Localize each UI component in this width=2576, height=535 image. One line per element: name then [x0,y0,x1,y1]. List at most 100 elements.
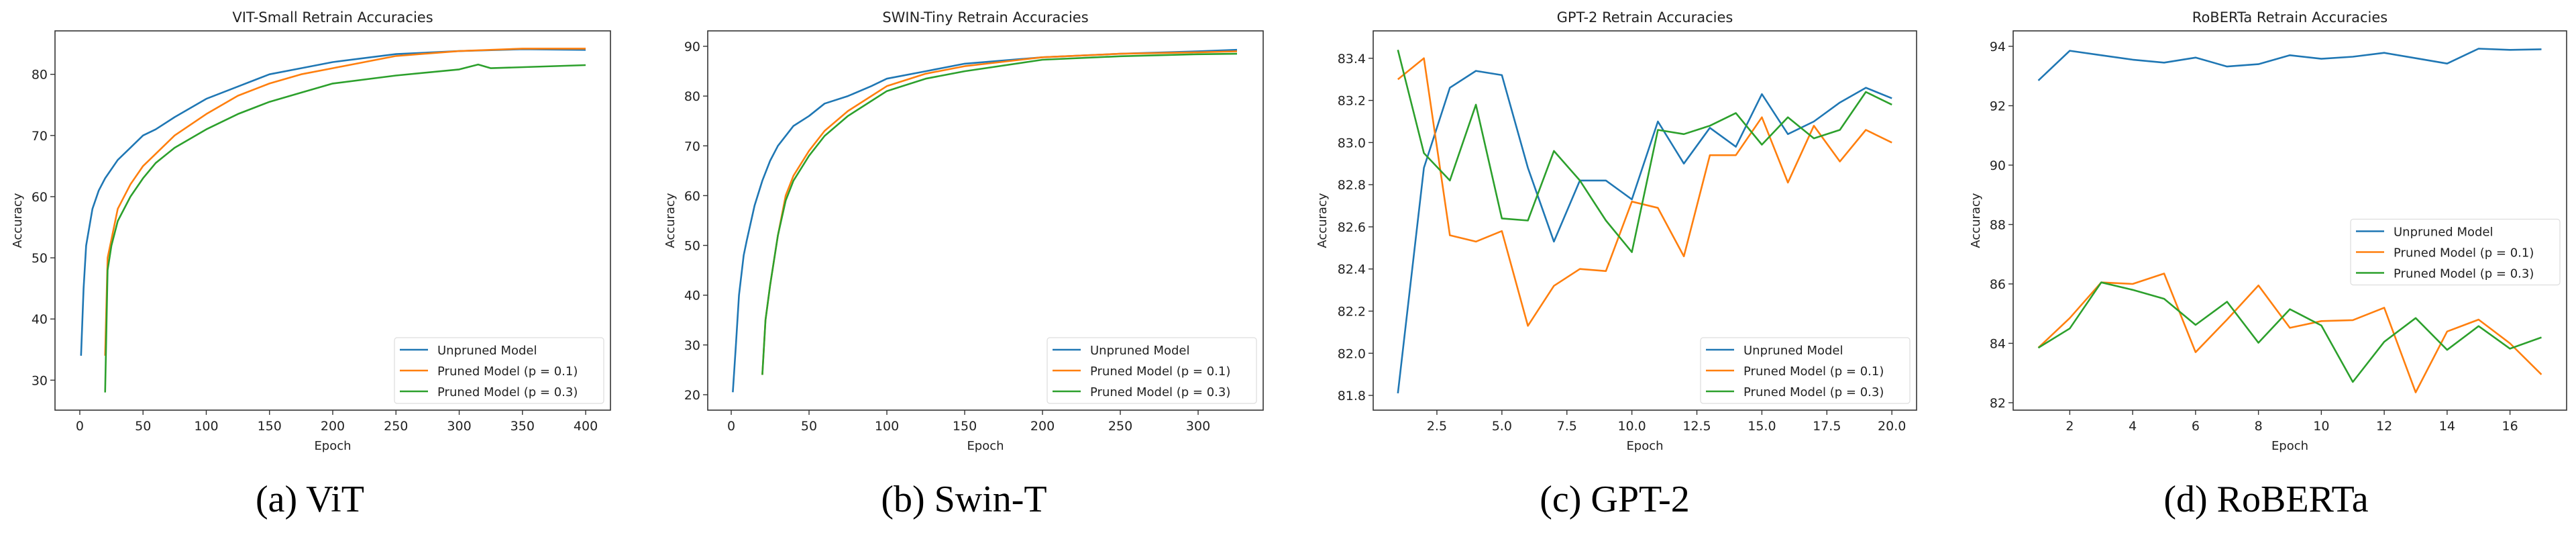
legend-box [394,337,604,404]
series-line-p01 [104,48,586,356]
x-tick-label: 16 [2502,419,2518,434]
x-tick-label: 0 [727,419,735,434]
legend-box [2350,218,2561,286]
y-tick-label: 80 [32,68,48,83]
legend-label: Pruned Model (p = 0.3) [437,385,578,399]
x-tick-label: 300 [447,419,471,434]
y-tick-label: 70 [32,129,48,144]
x-tick-label: 50 [135,419,151,434]
y-axis-label: Accuracy [663,193,678,248]
y-tick-label: 50 [32,251,48,266]
legend-label: Unpruned Model [437,344,537,358]
legend: Unpruned Model Pruned Model (p = 0.1) Prun… [394,337,604,404]
x-tick-label: 2.5 [1427,419,1447,434]
series-line-p03 [761,52,1238,375]
y-tick-label: 84 [1990,336,2006,351]
series-line-p03 [104,63,586,393]
legend: Unpruned Model Pruned Model (p = 0.1) Prun… [1700,337,1911,404]
y-tick-label: 30 [684,338,700,353]
y-tick-label: 86 [1990,277,2006,292]
y-tick-label: 81.8 [1338,389,1366,403]
legend-label: Pruned Model (p = 0.1) [1743,364,1884,379]
legend-label: Unpruned Model [2394,226,2493,240]
y-axis-label: Accuracy [1969,193,1983,248]
x-tick-label: 2 [2065,419,2074,434]
legend-label: Unpruned Model [1743,344,1843,358]
y-tick-label: 70 [684,139,700,154]
chart-title: VIT-Small Retrain Accuracies [232,9,433,26]
x-tick-label: 50 [801,419,817,434]
plot-frame [707,30,1264,411]
y-tick-label: 82 [1990,396,2006,411]
legend-label: Pruned Model (p = 0.1) [437,364,578,379]
series-line-unpruned [2037,48,2542,81]
y-tick-label: 83.4 [1338,52,1366,66]
x-tick-label: 5.0 [1492,419,1512,434]
y-tick-label: 50 [684,239,700,254]
y-tick-label: 94 [1990,40,2006,54]
chart-1: VIT-Small Retrain Accuracies 0 50 100 150 200… [11,9,611,520]
y-tick-label: 90 [1990,158,2006,173]
x-tick-label: 4 [2129,419,2137,434]
y-tick-label: 92 [1990,99,2006,113]
x-axis-label: Epoch [2271,439,2308,453]
x-tick-label: 150 [258,419,282,434]
x-tick-label: 100 [875,419,899,434]
legend-label: Pruned Model (p = 0.3) [1090,385,1230,399]
series-line-unpruned [1397,70,1892,394]
x-tick-label: 300 [1186,419,1210,434]
y-tick-label: 82.2 [1338,304,1366,319]
legend-box [1046,337,1257,404]
x-tick-label: 200 [1030,419,1055,434]
subfigure-caption: (c) GPT-2 [1540,479,1689,520]
chart-title: RoBERTa Retrain Accuracies [2192,9,2387,26]
legend: Unpruned Model Pruned Model (p = 0.1) Prun… [2350,218,2561,286]
chart-title: SWIN-Tiny Retrain Accuracies [882,9,1088,26]
plot-frame [2012,30,2567,411]
x-axis-label: Epoch [314,439,351,453]
y-tick-label: 83.2 [1338,94,1366,109]
legend-label: Unpruned Model [1090,344,1190,358]
x-tick-label: 150 [953,419,977,434]
subfigure-caption: (a) ViT [256,479,364,520]
x-tick-label: 0 [76,419,84,434]
chart-4: RoBERTa Retrain Accuracies 2 4 6 8 10 12 14 16 82… [1969,9,2567,520]
x-tick-label: 7.5 [1557,419,1577,434]
x-tick-label: 250 [384,419,408,434]
subfigure-caption: (b) Swin-T [881,479,1046,520]
x-tick-label: 200 [321,419,345,434]
x-tick-label: 8 [2255,419,2263,434]
x-tick-label: 6 [2192,419,2200,434]
series-line-unpruned [80,48,586,356]
y-tick-label: 80 [684,89,700,104]
series-line-p03 [2037,281,2542,383]
y-tick-label: 30 [32,373,48,388]
y-axis-label: Accuracy [1316,193,1330,248]
y-tick-label: 82.0 [1338,346,1366,361]
legend-label: Pruned Model (p = 0.1) [1090,364,1230,379]
legend-label: Pruned Model (p = 0.1) [2394,246,2534,260]
x-tick-label: 10 [2313,419,2329,434]
y-tick-label: 82.6 [1338,220,1366,235]
y-tick-label: 82.4 [1338,262,1366,277]
y-tick-label: 40 [32,312,48,327]
x-axis-label: Epoch [1626,439,1663,453]
chart-3: GPT-2 Retrain Accuracies 2.5 5.0 7.5 10.0 12.… [1316,9,1917,520]
y-tick-label: 88 [1990,217,2006,232]
legend-label: Pruned Model (p = 0.3) [2394,267,2534,281]
x-tick-label: 250 [1108,419,1132,434]
x-tick-label: 20.0 [1878,419,1906,434]
x-tick-label: 350 [511,419,535,434]
y-tick-label: 40 [684,289,700,303]
x-tick-label: 12.5 [1682,419,1711,434]
subfigure-caption: (d) RoBERTa [2163,479,2368,520]
chart-title: GPT-2 Retrain Accuracies [1557,9,1733,26]
x-tick-label: 10.0 [1617,419,1646,434]
legend-box [1700,337,1911,404]
x-tick-label: 17.5 [1813,419,1841,434]
series-line-p03 [1397,49,1892,253]
x-tick-label: 100 [194,419,218,434]
chart-2: SWIN-Tiny Retrain Accuracies 0 50 100 150 200… [663,9,1264,520]
y-axis-label: Accuracy [11,193,25,248]
